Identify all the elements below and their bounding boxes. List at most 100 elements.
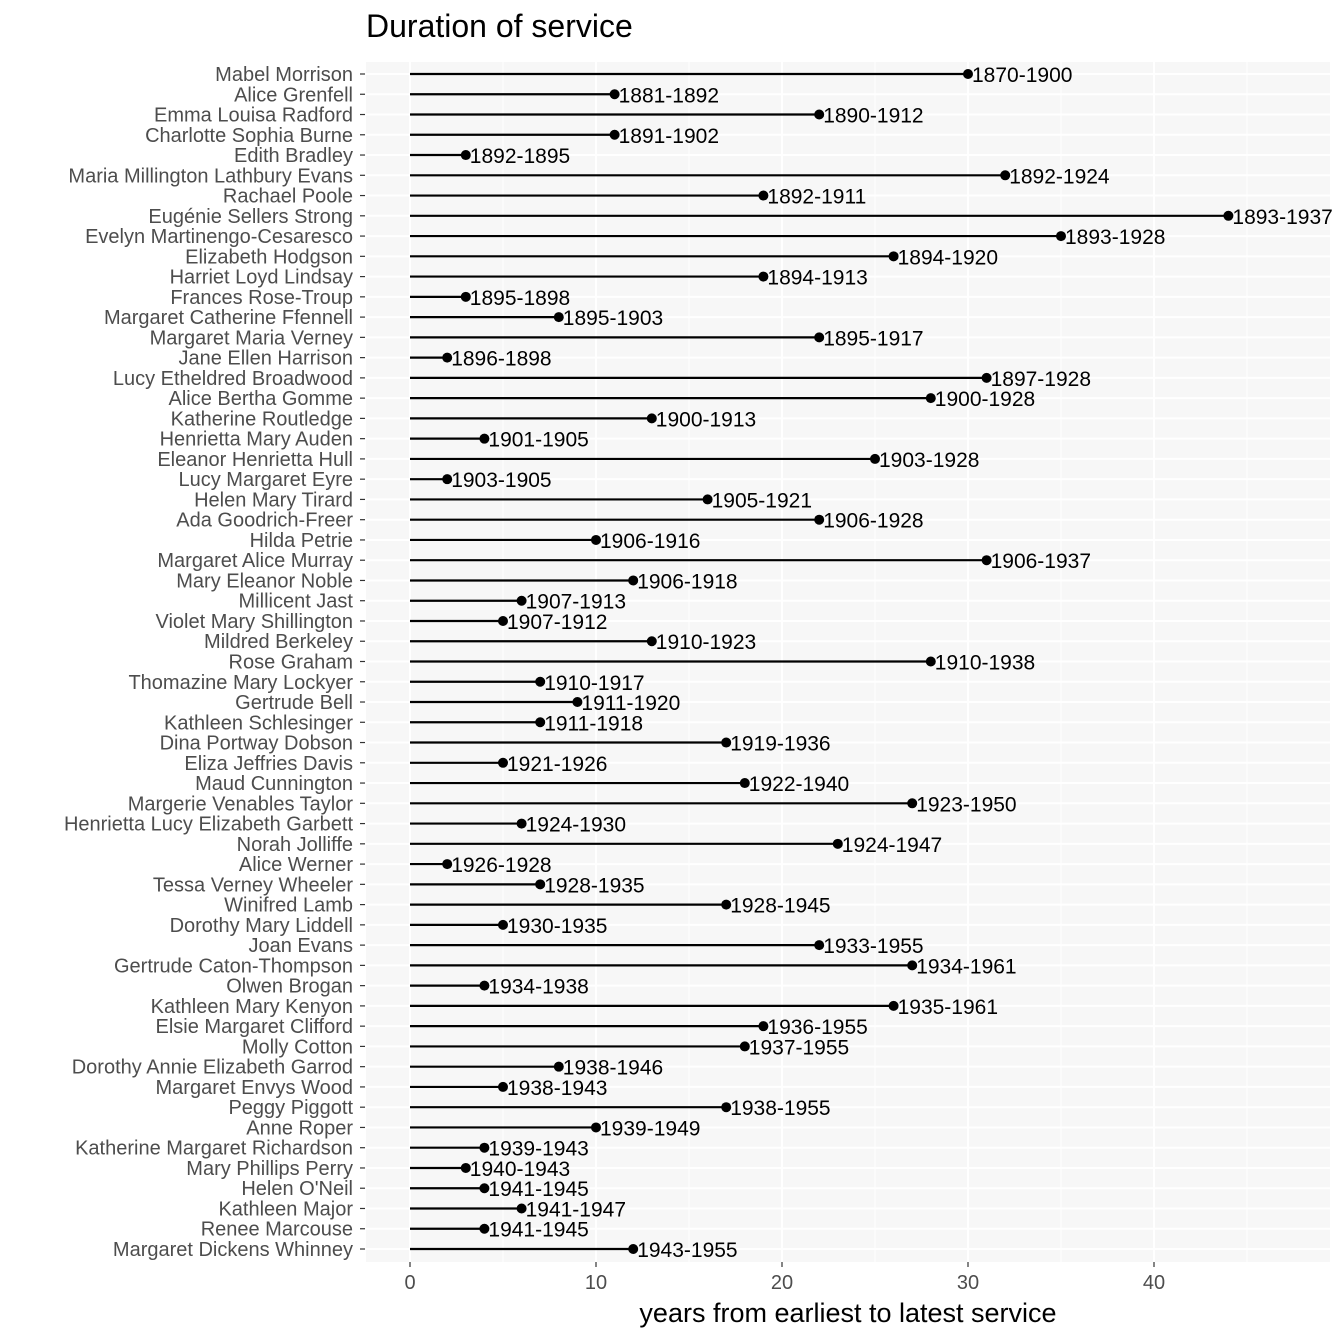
data-label: 1922-1940 (749, 773, 849, 796)
endpoint-dot (498, 757, 508, 768)
data-label: 1903-1928 (879, 449, 979, 472)
y-tick-label: Alice Grenfell (234, 84, 353, 106)
endpoint-dot (498, 919, 508, 930)
data-label: 1895-1903 (563, 307, 663, 330)
endpoint-dot (925, 656, 936, 667)
y-tick-label: Maud Cunnington (195, 773, 353, 795)
endpoint-dot (460, 291, 471, 302)
data-label: 1936-1955 (767, 1016, 867, 1039)
endpoint-dot (572, 697, 583, 708)
data-label: 1938-1943 (507, 1077, 607, 1100)
y-tick-label: Helen Mary Tirard (194, 489, 353, 511)
data-label: 1941-1947 (526, 1198, 626, 1221)
x-tick-label: 0 (404, 1272, 415, 1294)
endpoint-dot (814, 109, 825, 120)
data-label: 1896-1898 (451, 348, 551, 371)
y-tick-label: Charlotte Sophia Burne (145, 125, 353, 147)
data-label: 1939-1949 (600, 1117, 700, 1140)
endpoint-dot (553, 312, 564, 323)
data-label: 1895-1917 (823, 327, 923, 350)
endpoint-dot (1056, 231, 1066, 242)
y-tick-label: Gertrude Bell (235, 692, 353, 714)
y-tick-label: Lucy Margaret Eyre (178, 469, 353, 491)
y-tick-label: Henrietta Mary Auden (160, 429, 353, 451)
endpoint-dot (721, 1102, 732, 1113)
y-tick-label: Ada Goodrich-Freer (176, 510, 353, 532)
y-tick-label: Peggy Piggott (228, 1097, 353, 1119)
y-tick-label: Helen O'Neil (241, 1178, 353, 1200)
endpoint-dot (1223, 210, 1234, 221)
data-label: 1911-1918 (544, 712, 643, 735)
endpoint-dot (442, 474, 453, 485)
y-tick-label: Olwen Brogan (226, 976, 353, 998)
y-tick-label: Rose Graham (229, 652, 354, 674)
y-tick-label: Emma Louisa Radford (154, 105, 353, 127)
endpoint-dot (758, 271, 769, 282)
data-label: 1907-1912 (507, 611, 607, 634)
y-tick-label: Anne Roper (246, 1117, 353, 1139)
endpoint-dot (739, 1041, 750, 1052)
endpoint-dot (516, 595, 527, 606)
y-tick-label: Kathleen Major (218, 1198, 353, 1220)
y-tick-label: Molly Cotton (242, 1036, 353, 1058)
data-label: 1901-1905 (488, 429, 588, 452)
endpoint-dot (832, 838, 843, 849)
endpoint-dot (907, 960, 918, 971)
y-tick-label: Hilda Petrie (250, 530, 353, 552)
data-label: 1940-1943 (470, 1158, 570, 1181)
y-tick-label: Kathleen Schlesinger (164, 712, 353, 734)
y-tick-label: Margerie Venables Taylor (128, 793, 354, 815)
y-tick-label: Edith Bradley (234, 145, 353, 167)
data-label: 1906-1928 (823, 510, 923, 533)
x-tick-label: 20 (771, 1272, 793, 1294)
y-tick-label: Mildred Berkeley (204, 631, 353, 653)
y-tick-label: Kathleen Mary Kenyon (151, 996, 353, 1018)
endpoint-dot (739, 778, 750, 789)
y-tick-label: Mabel Morrison (215, 64, 353, 86)
y-tick-label: Tessa Verney Wheeler (153, 874, 353, 896)
endpoint-dot (442, 352, 453, 363)
data-label: 1910-1923 (656, 631, 756, 654)
y-tick-label: Lucy Etheldred Broadwood (113, 368, 353, 390)
data-label: 1938-1946 (563, 1057, 663, 1080)
data-label: 1921-1926 (507, 753, 607, 776)
y-tick-label: Winifred Lamb (224, 895, 353, 917)
endpoint-dot (535, 676, 546, 687)
endpoint-dot (702, 494, 713, 505)
data-label: 1923-1950 (916, 793, 1016, 816)
endpoint-dot (646, 636, 657, 647)
x-tick-label: 10 (585, 1272, 607, 1294)
y-tick-label: Maria Millington Lathbury Evans (68, 165, 353, 187)
x-tick-label: 40 (1143, 1272, 1165, 1294)
x-tick-label: 30 (957, 1272, 979, 1294)
data-label: 1930-1935 (507, 915, 607, 938)
endpoint-dot (591, 534, 601, 545)
endpoint-dot (609, 129, 620, 140)
data-label: 1895-1898 (470, 287, 570, 310)
endpoint-dot (814, 514, 825, 525)
endpoint-dot (516, 818, 527, 829)
y-tick-label: Margaret Envys Wood (156, 1077, 354, 1099)
endpoint-dot (628, 1244, 639, 1254)
data-label: 1924-1947 (842, 834, 942, 857)
y-tick-label: Harriet Loyd Lindsay (170, 267, 353, 289)
data-label: 1928-1935 (544, 874, 644, 897)
data-label: 1894-1913 (767, 267, 867, 290)
endpoint-dot (479, 1183, 490, 1194)
data-label: 1935-1961 (898, 996, 998, 1019)
endpoint-dot (963, 69, 973, 79)
y-tick-label: Violet Mary Shillington (155, 611, 353, 633)
endpoint-dot (870, 453, 880, 464)
y-tick-label: Elsie Margaret Clifford (156, 1016, 353, 1038)
y-tick-label: Thomazine Mary Lockyer (128, 672, 353, 694)
data-label: 1897-1928 (991, 368, 1091, 391)
data-label: 1893-1937 (1232, 206, 1332, 229)
data-label: 1892-1895 (470, 145, 570, 168)
y-tick-label: Rachael Poole (223, 186, 353, 208)
endpoint-dot (442, 859, 453, 870)
data-label: 1933-1955 (823, 935, 923, 958)
endpoint-dot (758, 190, 769, 201)
y-tick-label: Margaret Alice Murray (157, 550, 353, 572)
y-tick-label: Katherine Margaret Richardson (75, 1138, 353, 1160)
